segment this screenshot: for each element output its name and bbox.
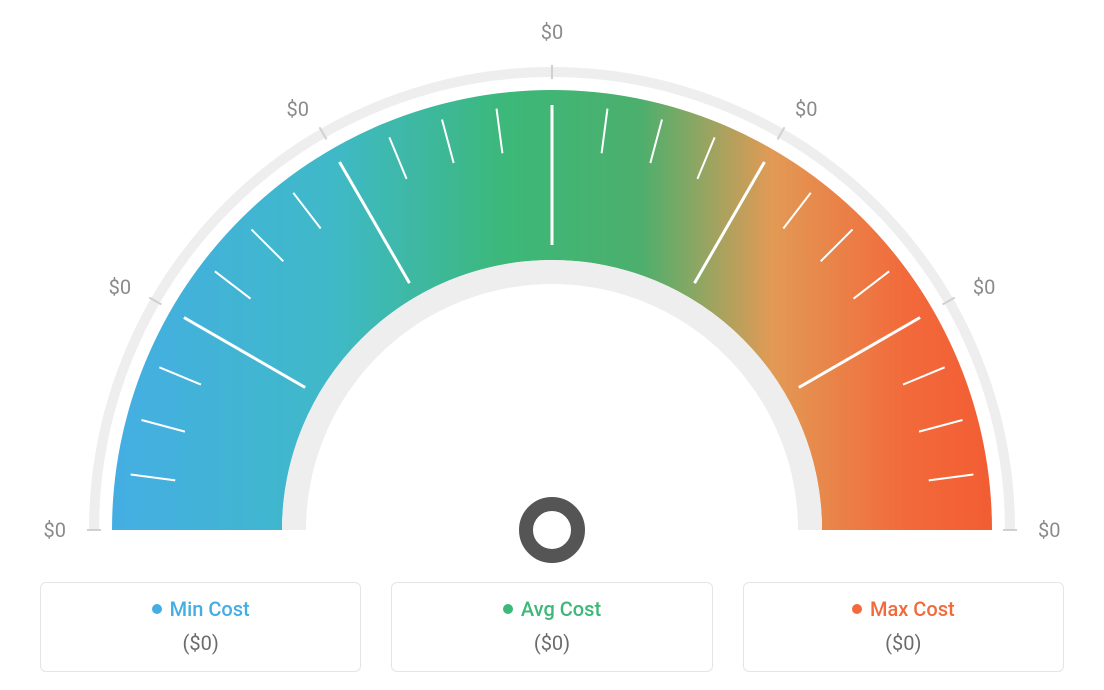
gauge-tick-label: $0 bbox=[287, 97, 309, 121]
gauge-tick-label: $0 bbox=[109, 275, 131, 299]
gauge-tick-label: $0 bbox=[1038, 518, 1060, 542]
legend-label-max: Max Cost bbox=[870, 597, 955, 621]
legend-label-min: Min Cost bbox=[170, 597, 250, 621]
legend-value-avg: ($0) bbox=[402, 631, 701, 655]
legend-card-max: Max Cost ($0) bbox=[743, 582, 1064, 672]
legend-title-max: Max Cost bbox=[852, 597, 955, 621]
gauge-chart-container: $0 $0 $0 $0 $0 $0 $0 Min Cost ($0) Avg Cost ($… bbox=[0, 0, 1104, 690]
dot-icon-avg bbox=[503, 604, 513, 614]
gauge-svg bbox=[22, 15, 1082, 575]
legend-card-min: Min Cost ($0) bbox=[40, 582, 361, 672]
legend-title-min: Min Cost bbox=[152, 597, 250, 621]
legend-label-avg: Avg Cost bbox=[521, 597, 601, 621]
gauge-wrap: $0 $0 $0 $0 $0 $0 $0 bbox=[22, 15, 1082, 565]
dot-icon-max bbox=[852, 604, 862, 614]
legend-row: Min Cost ($0) Avg Cost ($0) Max Cost ($0… bbox=[40, 582, 1064, 672]
legend-value-min: ($0) bbox=[51, 631, 350, 655]
gauge-tick-label: $0 bbox=[541, 20, 563, 44]
legend-title-avg: Avg Cost bbox=[503, 597, 601, 621]
dot-icon-min bbox=[152, 604, 162, 614]
legend-card-avg: Avg Cost ($0) bbox=[391, 582, 712, 672]
gauge-tick-label: $0 bbox=[44, 518, 66, 542]
legend-value-max: ($0) bbox=[754, 631, 1053, 655]
gauge-tick-label: $0 bbox=[795, 97, 817, 121]
gauge-tick-label: $0 bbox=[973, 275, 995, 299]
